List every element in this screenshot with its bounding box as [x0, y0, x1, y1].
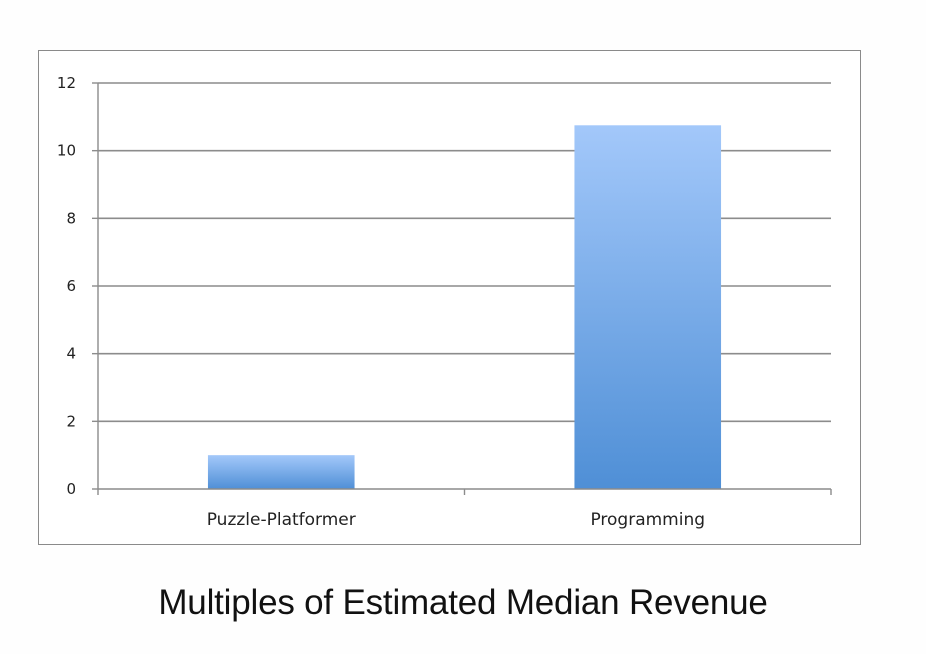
x-category-label: Puzzle-Platformer [207, 510, 356, 530]
chart-frame [38, 50, 861, 545]
tick-labels: 0 2 4 6 8 10 12 Puzzle-Platformer Programming [57, 74, 705, 530]
bars [207, 125, 722, 490]
y-tick-label: 4 [66, 345, 76, 363]
y-tick-label: 0 [66, 480, 76, 498]
y-tick-label: 10 [57, 142, 76, 160]
y-tick-label: 6 [66, 277, 76, 295]
x-category-label: Programming [590, 510, 705, 530]
chart-caption: Multiples of Estimated Median Revenue [158, 583, 768, 622]
axes [92, 82, 832, 495]
y-tick-label: 2 [66, 412, 76, 430]
y-tick-label: 8 [66, 209, 76, 227]
bar-puzzle-platformer [207, 455, 355, 489]
y-tick-label: 12 [57, 74, 76, 92]
bar-programming [574, 125, 722, 490]
